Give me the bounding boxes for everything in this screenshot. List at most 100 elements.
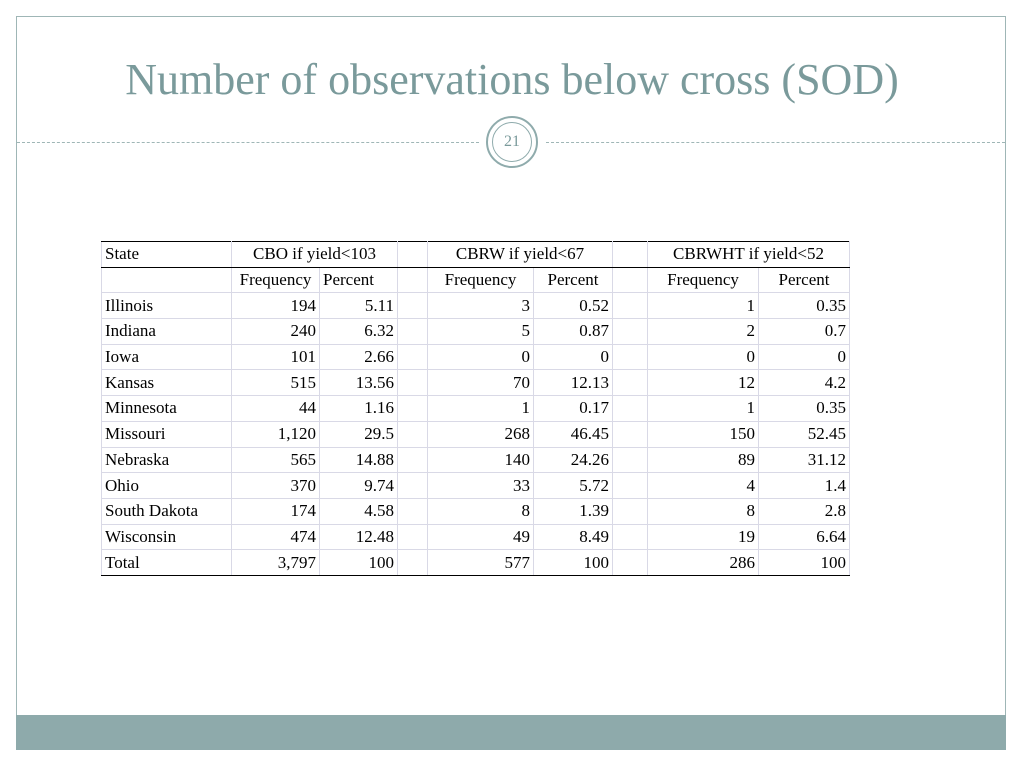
title-divider-left	[17, 142, 479, 143]
table-row: Wisconsin 474 12.48 49 8.49 19 6.64	[101, 524, 850, 551]
state-cell: Kansas	[101, 369, 232, 397]
group-spacer	[397, 524, 428, 551]
group-spacer	[612, 369, 648, 397]
cbo-frequency-cell: 515	[231, 369, 320, 397]
cbrwht-frequency-cell: 4	[647, 472, 759, 499]
cbo-frequency-cell: 474	[231, 524, 320, 551]
page-number-badge: 21	[486, 116, 538, 168]
cbo-frequency-cell: 174	[231, 498, 320, 525]
state-cell: Indiana	[101, 318, 232, 345]
state-cell: Nebraska	[101, 447, 232, 474]
cbrwht-percent-cell: 100	[758, 549, 850, 576]
group-spacer	[612, 421, 648, 448]
cbrw-percent-cell: 24.26	[533, 447, 613, 474]
group-header-cbo: CBO if yield<103	[231, 241, 398, 268]
footer-bar	[16, 715, 1006, 750]
cbrw-frequency-cell: 0	[427, 344, 534, 371]
cbo-percent-cell: 9.74	[319, 472, 398, 499]
state-cell: Minnesota	[101, 395, 232, 422]
cbo-percent-cell: 13.56	[319, 369, 398, 397]
group-spacer	[612, 318, 648, 345]
table-row: Indiana 240 6.32 5 0.87 2 0.7	[101, 318, 850, 345]
cbo-percent-cell: 6.32	[319, 318, 398, 345]
cbrw-percent-cell: 12.13	[533, 369, 613, 397]
group-spacer	[397, 549, 428, 576]
cbo-percent-cell: 5.11	[319, 292, 398, 320]
observations-table: State CBO if yield<103 CBRW if yield<67 …	[101, 241, 850, 576]
group-spacer	[397, 318, 428, 345]
subheader-percent: Percent	[758, 267, 850, 294]
state-cell: Ohio	[101, 472, 232, 499]
group-spacer	[612, 549, 648, 576]
table-subheader-row: Frequency Percent Frequency Percent Freq…	[101, 267, 850, 294]
cbrwht-frequency-cell: 286	[647, 549, 759, 576]
cbo-percent-cell: 29.5	[319, 421, 398, 448]
group-spacer	[612, 395, 648, 422]
cbrwht-percent-cell: 31.12	[758, 447, 850, 474]
cbo-percent-cell: 14.88	[319, 447, 398, 474]
state-cell: Illinois	[101, 292, 232, 320]
cbrwht-percent-cell: 0.7	[758, 318, 850, 345]
group-spacer	[397, 498, 428, 525]
group-spacer	[612, 267, 648, 294]
cbrw-percent-cell: 0	[533, 344, 613, 371]
cbrw-percent-cell: 0.87	[533, 318, 613, 345]
cbrwht-frequency-cell: 8	[647, 498, 759, 525]
subheader-percent: Percent	[319, 267, 398, 294]
subheader-percent: Percent	[533, 267, 613, 294]
cbrw-frequency-cell: 1	[427, 395, 534, 422]
cbrw-frequency-cell: 33	[427, 472, 534, 499]
cbrw-percent-cell: 5.72	[533, 472, 613, 499]
group-spacer	[397, 267, 428, 294]
subheader-frequency: Frequency	[427, 267, 534, 294]
table-row: Missouri 1,120 29.5 268 46.45 150 52.45	[101, 421, 850, 448]
cbrwht-percent-cell: 1.4	[758, 472, 850, 499]
cbrw-percent-cell: 0.52	[533, 292, 613, 320]
cbo-frequency-cell: 1,120	[231, 421, 320, 448]
page-number: 21	[492, 122, 532, 162]
table-row: South Dakota 174 4.58 8 1.39 8 2.8	[101, 498, 850, 525]
cbrwht-percent-cell: 6.64	[758, 524, 850, 551]
group-spacer	[612, 292, 648, 320]
cbrwht-frequency-cell: 19	[647, 524, 759, 551]
cbrwht-frequency-cell: 12	[647, 369, 759, 397]
slide-title: Number of observations below cross (SOD)	[125, 55, 899, 104]
group-spacer	[612, 344, 648, 371]
group-spacer	[397, 369, 428, 397]
cbo-frequency-cell: 565	[231, 447, 320, 474]
state-cell: Iowa	[101, 344, 232, 371]
group-spacer	[397, 472, 428, 499]
table-row: Nebraska 565 14.88 140 24.26 89 31.12	[101, 447, 850, 474]
cbo-frequency-cell: 3,797	[231, 549, 320, 576]
group-spacer	[612, 524, 648, 551]
state-cell: Wisconsin	[101, 524, 232, 551]
table-row: Illinois 194 5.11 3 0.52 1 0.35	[101, 292, 850, 320]
cbo-frequency-cell: 194	[231, 292, 320, 320]
cbrw-frequency-cell: 577	[427, 549, 534, 576]
cbrwht-percent-cell: 0	[758, 344, 850, 371]
cbrw-percent-cell: 100	[533, 549, 613, 576]
cbrwht-percent-cell: 2.8	[758, 498, 850, 525]
group-spacer	[397, 344, 428, 371]
group-spacer	[612, 241, 648, 268]
group-spacer	[397, 421, 428, 448]
cbrw-percent-cell: 1.39	[533, 498, 613, 525]
cbrwht-percent-cell: 52.45	[758, 421, 850, 448]
table-row: Ohio 370 9.74 33 5.72 4 1.4	[101, 472, 850, 499]
cbrwht-frequency-cell: 89	[647, 447, 759, 474]
group-spacer	[397, 292, 428, 320]
cbrw-percent-cell: 8.49	[533, 524, 613, 551]
cbo-percent-cell: 2.66	[319, 344, 398, 371]
cbrw-frequency-cell: 70	[427, 369, 534, 397]
subheader-blank	[101, 267, 232, 294]
cbrw-frequency-cell: 268	[427, 421, 534, 448]
cbrwht-percent-cell: 4.2	[758, 369, 850, 397]
cbrw-percent-cell: 46.45	[533, 421, 613, 448]
cbo-percent-cell: 4.58	[319, 498, 398, 525]
cbrwht-frequency-cell: 150	[647, 421, 759, 448]
cbrwht-percent-cell: 0.35	[758, 395, 850, 422]
state-cell: Missouri	[101, 421, 232, 448]
subheader-frequency: Frequency	[231, 267, 320, 294]
table-row: Iowa 101 2.66 0 0 0 0	[101, 344, 850, 371]
group-spacer	[612, 498, 648, 525]
